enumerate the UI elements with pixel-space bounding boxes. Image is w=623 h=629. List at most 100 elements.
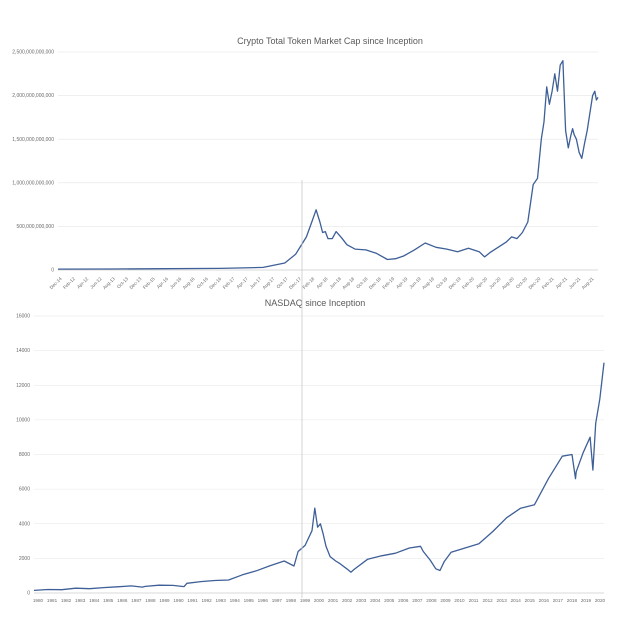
x-tick-label: 1992	[201, 598, 212, 603]
x-tick-label: Oct-17	[276, 276, 290, 290]
x-tick-label: Jun-20	[488, 276, 502, 290]
crypto-chart-title: Crypto Total Token Market Cap since Ince…	[237, 36, 423, 46]
x-tick-label: 2007	[412, 598, 423, 603]
x-tick-label: Apr-21	[555, 276, 569, 290]
x-tick-label: 2004	[370, 598, 381, 603]
x-tick-label: 2013	[497, 598, 508, 603]
x-tick-label: Aug-13	[102, 276, 116, 290]
x-tick-label: Aug-17	[261, 276, 275, 290]
x-tick-label: Feb-15	[142, 276, 156, 290]
x-tick-label: Feb-21	[541, 276, 555, 290]
nasdaq-chart-title: NASDAQ since Inception	[265, 298, 366, 308]
x-tick-label: 1989	[159, 598, 170, 603]
x-tick-label: 2018	[567, 598, 578, 603]
x-tick-label: 1984	[89, 598, 100, 603]
x-tick-label: 1999	[300, 598, 311, 603]
x-tick-label: 1993	[216, 598, 227, 603]
x-tick-label: Dec-20	[527, 276, 541, 290]
y-tick-label: 6000	[19, 487, 30, 493]
x-tick-label: 1996	[258, 598, 269, 603]
x-tick-label: Dec-18	[368, 276, 382, 290]
x-tick-label: Jun-17	[249, 276, 263, 290]
x-tick-label: Oct-18	[355, 276, 369, 290]
x-tick-label: Dec-16	[208, 276, 222, 290]
x-tick-label: Aug-18	[341, 276, 355, 290]
x-tick-label: 1995	[244, 598, 255, 603]
x-tick-label: 1991	[187, 598, 198, 603]
x-tick-label: Apr-16	[156, 276, 170, 290]
x-tick-label: Jun-19	[408, 276, 422, 290]
x-tick-label: Jun-16	[169, 276, 183, 290]
crypto-market-cap-chart: Crypto Total Token Market Cap since Ince…	[12, 36, 599, 290]
x-tick-label: 2014	[511, 598, 522, 603]
y-tick-label: 500,000,000,000	[16, 224, 54, 230]
series-line	[33, 362, 605, 592]
x-tick-label: Apr-17	[236, 276, 250, 290]
x-tick-label: Apr-20	[475, 276, 489, 290]
nasdaq-chart: NASDAQ since Inception 0 2000 4000 6000 8000…	[16, 298, 605, 603]
x-tick-label: Jun-21	[568, 276, 582, 290]
x-tick-label: Dec-14	[49, 276, 63, 290]
x-tick-label: 1994	[230, 598, 241, 603]
x-tick-label: Oct-16	[196, 276, 210, 290]
x-tick-label: 1988	[145, 598, 156, 603]
x-tick-label: 2020	[595, 598, 606, 603]
x-tick-label: Apr-12	[76, 276, 90, 290]
x-tick-label: 1982	[61, 598, 72, 603]
x-tick-label: Aug-20	[501, 276, 515, 290]
x-tick-label: 1998	[286, 598, 297, 603]
x-tick-label: 2005	[384, 598, 395, 603]
x-tick-label: 2003	[356, 598, 367, 603]
x-tick-label: Dec-17	[288, 276, 302, 290]
x-tick-label: Feb-17	[222, 276, 236, 290]
x-tick-label: 2012	[482, 598, 493, 603]
y-tick-label: 0	[27, 591, 30, 597]
x-tick-label: 2006	[398, 598, 409, 603]
x-tick-label: Dec-19	[448, 276, 462, 290]
y-tick-label: 0	[51, 268, 54, 274]
x-tick-label: Jun-18	[329, 276, 343, 290]
x-tick-label: 2011	[469, 598, 479, 603]
y-tick-label: 12000	[16, 383, 30, 389]
x-tick-label: 2008	[426, 598, 437, 603]
x-tick-label: 1997	[272, 598, 283, 603]
x-tick-label: 2002	[342, 598, 353, 603]
x-tick-label: 2010	[454, 598, 465, 603]
x-tick-label: Jun-12	[89, 276, 103, 290]
y-tick-label: 2000	[19, 556, 30, 562]
x-tick-label: 1980	[33, 598, 44, 603]
x-tick-label: 2001	[328, 598, 339, 603]
x-tick-label: 2016	[539, 598, 550, 603]
x-tick-label: Aug-16	[182, 276, 196, 290]
y-tick-label: 4000	[19, 521, 30, 527]
x-tick-label: Aug-19	[421, 276, 435, 290]
x-tick-label: Oct-19	[435, 276, 449, 290]
y-tick-label: 16000	[16, 314, 30, 320]
x-tick-label: Aug-21	[581, 276, 595, 290]
y-tick-label: 2,500,000,000,000	[12, 50, 54, 56]
x-tick-label: 2009	[440, 598, 451, 603]
x-tick-label: 2019	[581, 598, 592, 603]
x-tick-label: 1985	[103, 598, 114, 603]
x-tick-label: 1987	[131, 598, 142, 603]
x-tick-label: Feb-18	[302, 276, 316, 290]
x-tick-label: 1981	[47, 598, 58, 603]
x-tick-label: Apr-18	[315, 276, 329, 290]
x-tick-label: Feb-19	[381, 276, 395, 290]
series-line	[57, 60, 599, 270]
x-tick-label: 1990	[173, 598, 184, 603]
x-tick-label: Feb-12	[62, 276, 76, 290]
x-tick-label: Apr-19	[395, 276, 409, 290]
x-tick-label: 2000	[314, 598, 325, 603]
x-tick-label: Oct-13	[116, 276, 130, 290]
x-tick-label: Feb-20	[461, 276, 475, 290]
x-tick-label: 1983	[75, 598, 86, 603]
x-tick-label: 2015	[525, 598, 536, 603]
x-tick-label: Dec-13	[128, 276, 142, 290]
y-tick-label: 14000	[16, 348, 30, 354]
y-tick-label: 1,000,000,000,000	[12, 180, 54, 186]
x-tick-label: 2017	[553, 598, 564, 603]
y-tick-label: 10000	[16, 417, 30, 423]
